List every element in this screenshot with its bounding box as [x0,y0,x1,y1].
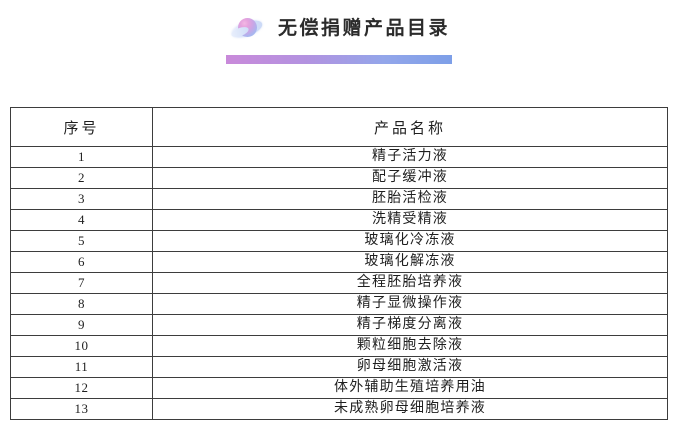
catalog-table-container: 序号 产品名称 1 精子活力液 2 配子缓冲液 3 胚胎活检液 4 [10,107,668,420]
table-row: 9 精子梯度分离液 [10,314,668,336]
cell-index: 13 [10,398,153,420]
cell-index: 1 [10,146,153,168]
table-row: 13 未成熟卵母细胞培养液 [10,398,668,420]
document-header: 无偿捐赠产品目录 [0,0,680,70]
cell-product-name: 精子显微操作液 [152,293,668,315]
cell-product-name: 配子缓冲液 [152,167,668,189]
cell-product-name: 精子活力液 [152,146,668,168]
title-row: 无偿捐赠产品目录 [0,14,680,42]
table-body: 1 精子活力液 2 配子缓冲液 3 胚胎活检液 4 洗精受精液 5 玻璃化冷 [10,146,668,420]
catalog-table: 序号 产品名称 1 精子活力液 2 配子缓冲液 3 胚胎活检液 4 [10,107,668,420]
table-row: 12 体外辅助生殖培养用油 [10,377,668,399]
cell-index: 11 [10,356,153,378]
cell-product-name: 颗粒细胞去除液 [152,335,668,357]
table-row: 6 玻璃化解冻液 [10,251,668,273]
cell-product-name: 全程胚胎培养液 [152,272,668,294]
page-title: 无偿捐赠产品目录 [277,17,450,39]
cell-product-name: 体外辅助生殖培养用油 [152,377,668,399]
table-row: 11 卵母细胞激活液 [10,356,668,378]
cell-index: 7 [10,272,153,294]
table-row: 5 玻璃化冷冻液 [10,230,668,252]
table-header-row: 序号 产品名称 [10,107,668,147]
column-header-name: 产品名称 [152,107,668,147]
cell-index: 4 [10,209,153,231]
cell-index: 8 [10,293,153,315]
cell-product-name: 卵母细胞激活液 [152,356,668,378]
cell-product-name: 洗精受精液 [152,209,668,231]
table-row: 10 颗粒细胞去除液 [10,335,668,357]
table-row: 4 洗精受精液 [10,209,668,231]
cell-product-name: 胚胎活检液 [152,188,668,210]
table-row: 8 精子显微操作液 [10,293,668,315]
table-header: 序号 产品名称 [10,107,668,147]
cell-index: 10 [10,335,153,357]
cell-index: 2 [10,167,153,189]
cell-index: 9 [10,314,153,336]
table-row: 3 胚胎活检液 [10,188,668,210]
column-header-index: 序号 [10,107,153,147]
cell-product-name: 未成熟卵母细胞培养液 [152,398,668,420]
table-row: 1 精子活力液 [10,146,668,168]
cell-product-name: 精子梯度分离液 [152,314,668,336]
table-row: 7 全程胚胎培养液 [10,272,668,294]
cell-index: 6 [10,251,153,273]
cell-product-name: 玻璃化解冻液 [152,251,668,273]
cell-product-name: 玻璃化冷冻液 [152,230,668,252]
table-row: 2 配子缓冲液 [10,167,668,189]
cell-index: 3 [10,188,153,210]
planet-logo-icon [229,14,265,42]
cell-index: 12 [10,377,153,399]
title-accent-bar [226,55,452,64]
cell-index: 5 [10,230,153,252]
